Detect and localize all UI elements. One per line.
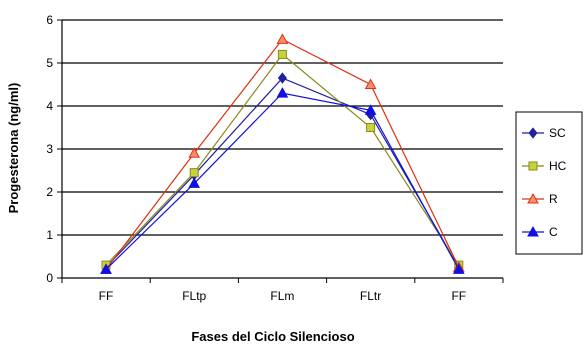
legend-label: C — [549, 225, 558, 239]
x-tick-labels: FF FLtp FLm FLtr FF — [99, 289, 466, 303]
legend-item-sc: SC — [522, 126, 566, 140]
y-tick-label: 5 — [46, 56, 53, 70]
legend-item-hc: HC — [522, 159, 567, 173]
x-tick-label: FLtp — [182, 289, 206, 303]
y-tick-label: 3 — [46, 142, 53, 156]
x-tick-label: FLtr — [360, 289, 381, 303]
y-tick-label: 4 — [46, 99, 53, 113]
grid-lines — [62, 19, 503, 236]
series-r — [100, 33, 465, 274]
series-c — [100, 87, 465, 274]
legend-marker — [528, 161, 538, 171]
series-layer — [100, 33, 465, 274]
data-point — [366, 123, 376, 132]
data-point — [276, 33, 289, 44]
data-point — [277, 72, 287, 84]
x-tick-label: FF — [99, 289, 114, 303]
data-point — [189, 168, 199, 178]
x-axis-title: Fases del Ciclo Silencioso — [191, 329, 354, 344]
legend-marker — [527, 192, 539, 204]
y-tick-labels: 0 1 2 3 4 5 6 — [46, 13, 53, 285]
data-point — [188, 147, 201, 158]
series-line — [105, 53, 460, 266]
series-line — [105, 92, 460, 270]
legend-label: R — [549, 192, 558, 206]
data-point — [100, 263, 112, 274]
legend-label: SC — [549, 126, 566, 140]
y-tick-label: 1 — [46, 228, 53, 242]
series-sc — [101, 72, 464, 273]
data-point — [364, 104, 377, 115]
legend-marker — [527, 225, 539, 237]
x-tick-label: FF — [451, 289, 466, 303]
legend-label: HC — [549, 159, 567, 173]
data-point — [188, 177, 201, 188]
y-tick-label: 2 — [46, 185, 53, 199]
legend: SC HC R C — [515, 111, 583, 255]
data-point — [364, 78, 377, 89]
y-axis-title: Progesterona (ng/ml) — [6, 83, 21, 214]
x-tick-label: FLm — [270, 289, 294, 303]
legend-item-c: C — [522, 225, 558, 239]
axes — [57, 19, 504, 283]
legend-marker — [528, 127, 538, 139]
data-point — [277, 49, 287, 59]
data-point — [452, 263, 465, 274]
y-tick-label: 0 — [46, 271, 53, 285]
legend-item-r: R — [522, 192, 558, 206]
data-point — [276, 87, 289, 98]
y-tick-label: 6 — [46, 13, 53, 27]
legend-box — [515, 111, 583, 255]
